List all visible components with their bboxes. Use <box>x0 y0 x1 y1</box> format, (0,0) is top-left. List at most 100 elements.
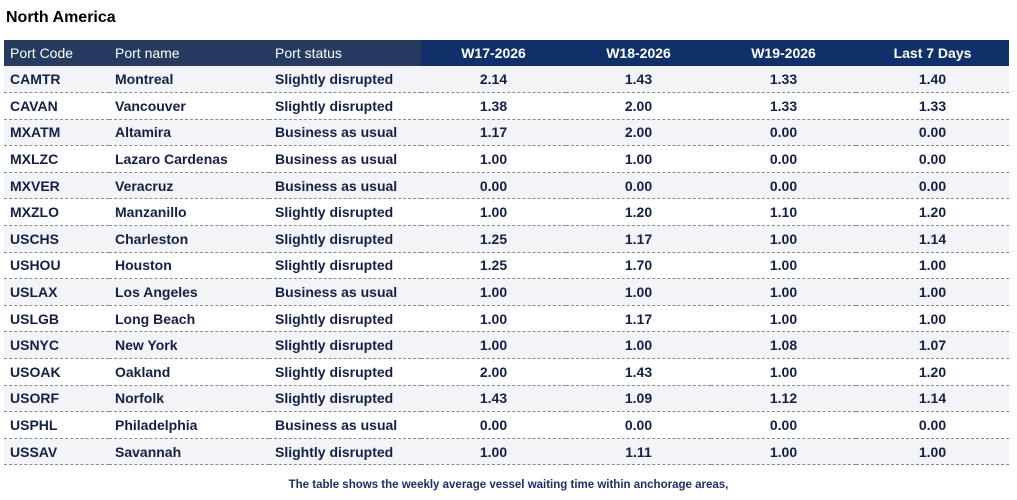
table-row: MXVER Veracruz Business as usual 0.00 0.00 0.… <box>4 172 1009 200</box>
w17-value-cell: 1.00 <box>421 331 566 360</box>
port-status-cell: Slightly disrupted <box>269 305 421 333</box>
w18-value-cell: 1.00 <box>566 278 711 306</box>
table-row: USORF Norfolk Slightly disrupted 1.43 1.09 1.… <box>4 385 1009 413</box>
last-7-days-value-cell: 1.20 <box>856 358 1009 386</box>
column-header-port-name[interactable]: Port name <box>109 40 269 66</box>
w17-value-cell: 1.00 <box>421 198 566 227</box>
table-row: USOAK Oakland Slightly disrupted 2.00 1.43 1.… <box>4 358 1009 386</box>
column-header-w18[interactable]: W18-2026 <box>566 40 711 66</box>
table-row: MXLZC Lazaro Cardenas Business as usual 1.0… <box>4 145 1009 173</box>
w17-value-cell: 2.14 <box>421 66 566 94</box>
w19-value-cell: 1.00 <box>711 278 856 306</box>
port-code-cell: USHOU <box>4 252 109 280</box>
port-name-cell: Oakland <box>109 358 269 386</box>
column-header-w19[interactable]: W19-2026 <box>711 40 856 66</box>
last-7-days-value-cell: 0.00 <box>856 411 1009 439</box>
port-code-cell: USLGB <box>4 305 109 333</box>
w18-value-cell: 1.20 <box>566 198 711 227</box>
port-code-cell: USNYC <box>4 331 109 360</box>
port-status-cell: Slightly disrupted <box>269 92 421 120</box>
port-code-cell: MXZLO <box>4 198 109 227</box>
table-row: USNYC New York Slightly disrupted 1.00 1.00 1… <box>4 331 1009 360</box>
w19-value-cell: 1.00 <box>711 225 856 253</box>
column-header-w17[interactable]: W17-2026 <box>421 40 566 66</box>
last-7-days-value-cell: 1.14 <box>856 385 1009 413</box>
port-status-cell: Slightly disrupted <box>269 252 421 280</box>
w18-value-cell: 1.00 <box>566 331 711 360</box>
table-row: USPHL Philadelphia Business as usual 0.00 0.… <box>4 411 1009 439</box>
last-7-days-value-cell: 0.00 <box>856 119 1009 147</box>
port-status-cell: Slightly disrupted <box>269 358 421 386</box>
port-name-cell: New York <box>109 331 269 360</box>
port-status-cell: Slightly disrupted <box>269 198 421 227</box>
w19-value-cell: 1.33 <box>711 92 856 120</box>
port-name-cell: Houston <box>109 252 269 280</box>
w18-value-cell: 1.70 <box>566 252 711 280</box>
w18-value-cell: 2.00 <box>566 92 711 120</box>
w17-value-cell: 1.43 <box>421 385 566 413</box>
w17-value-cell: 1.00 <box>421 278 566 306</box>
w19-value-cell: 1.00 <box>711 438 856 466</box>
w17-value-cell: 1.38 <box>421 92 566 120</box>
w18-value-cell: 1.43 <box>566 358 711 386</box>
w19-value-cell: 1.00 <box>711 305 856 333</box>
port-code-cell: USSAV <box>4 438 109 466</box>
last-7-days-value-cell: 1.07 <box>856 331 1009 360</box>
port-table: Port Code Port name Port status W17-2026… <box>4 40 1009 466</box>
w18-value-cell: 1.09 <box>566 385 711 413</box>
table-row: MXATM Altamira Business as usual 1.17 2.00 0.… <box>4 119 1009 147</box>
table-footnote: The table shows the weekly average vesse… <box>288 479 729 491</box>
w18-value-cell: 0.00 <box>566 172 711 200</box>
port-name-cell: Veracruz <box>109 172 269 200</box>
w18-value-cell: 1.17 <box>566 225 711 253</box>
table-row: CAVAN Vancouver Slightly disrupted 1.38 2.00… <box>4 92 1009 120</box>
port-status-cell: Business as usual <box>269 411 421 439</box>
table-row: USSAV Savannah Slightly disrupted 1.00 1.11 1… <box>4 438 1009 466</box>
last-7-days-value-cell: 0.00 <box>856 145 1009 173</box>
last-7-days-value-cell: 1.14 <box>856 225 1009 253</box>
port-name-cell: Manzanillo <box>109 198 269 227</box>
column-header-last-7-days[interactable]: Last 7 Days <box>856 40 1009 66</box>
port-code-cell: CAVAN <box>4 92 109 120</box>
w17-value-cell: 1.00 <box>421 145 566 173</box>
w19-value-cell: 0.00 <box>711 411 856 439</box>
table-row: CAMTR Montreal Slightly disrupted 2.14 1.43 1… <box>4 66 1009 94</box>
column-header-port-code[interactable]: Port Code <box>4 40 109 66</box>
port-name-cell: Savannah <box>109 438 269 466</box>
column-header-port-status[interactable]: Port status <box>269 40 421 66</box>
last-7-days-value-cell: 1.33 <box>856 92 1009 120</box>
port-status-cell: Business as usual <box>269 172 421 200</box>
w17-value-cell: 1.17 <box>421 119 566 147</box>
last-7-days-value-cell: 1.40 <box>856 66 1009 94</box>
w17-value-cell: 0.00 <box>421 172 566 200</box>
port-code-cell: USPHL <box>4 411 109 439</box>
port-code-cell: MXATM <box>4 119 109 147</box>
port-name-cell: Los Angeles <box>109 278 269 306</box>
w19-value-cell: 1.00 <box>711 358 856 386</box>
port-name-cell: Montreal <box>109 66 269 94</box>
w19-value-cell: 1.33 <box>711 66 856 94</box>
port-status-cell: Business as usual <box>269 145 421 173</box>
table-row: USCHS Charleston Slightly disrupted 1.25 1.1… <box>4 225 1009 253</box>
w17-value-cell: 1.00 <box>421 438 566 466</box>
port-code-cell: USLAX <box>4 278 109 306</box>
port-name-cell: Lazaro Cardenas <box>109 145 269 173</box>
table-row: USLGB Long Beach Slightly disrupted 1.00 1.1… <box>4 305 1009 333</box>
w17-value-cell: 0.00 <box>421 411 566 439</box>
table-header-row: Port Code Port name Port status W17-2026… <box>4 40 1009 66</box>
w19-value-cell: 1.08 <box>711 331 856 360</box>
last-7-days-value-cell: 1.00 <box>856 438 1009 466</box>
w17-value-cell: 2.00 <box>421 358 566 386</box>
w18-value-cell: 1.43 <box>566 66 711 94</box>
port-status-cell: Slightly disrupted <box>269 331 421 360</box>
port-name-cell: Norfolk <box>109 385 269 413</box>
w18-value-cell: 1.11 <box>566 438 711 466</box>
w19-value-cell: 0.00 <box>711 172 856 200</box>
w19-value-cell: 0.00 <box>711 119 856 147</box>
port-code-cell: MXVER <box>4 172 109 200</box>
port-code-cell: USCHS <box>4 225 109 253</box>
last-7-days-value-cell: 1.00 <box>856 252 1009 280</box>
w19-value-cell: 0.00 <box>711 145 856 173</box>
port-status-cell: Slightly disrupted <box>269 438 421 466</box>
port-name-cell: Altamira <box>109 119 269 147</box>
